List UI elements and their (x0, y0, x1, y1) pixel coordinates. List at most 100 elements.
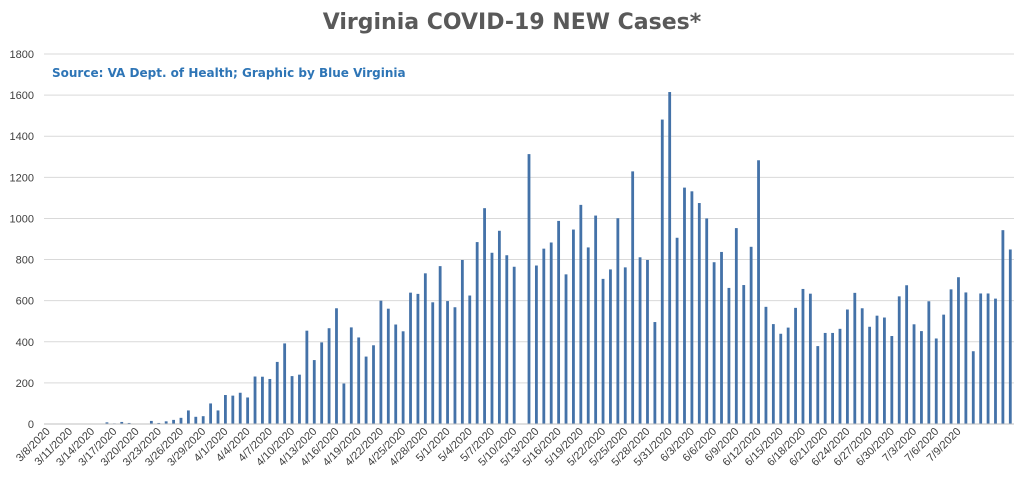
bar (224, 395, 227, 424)
bar (831, 332, 834, 424)
bar (298, 374, 301, 424)
bar (1001, 230, 1005, 424)
bar (727, 287, 731, 424)
bars (105, 92, 1012, 425)
bar (394, 324, 398, 424)
bar (416, 293, 420, 424)
bar (194, 416, 198, 424)
bar (942, 314, 946, 424)
bar (720, 251, 723, 424)
bar (364, 356, 368, 424)
bar (697, 203, 701, 424)
bar (186, 410, 190, 424)
bar (712, 262, 716, 424)
y-tick-label: 1000 (10, 213, 34, 225)
bar (157, 422, 161, 424)
bar (786, 327, 790, 424)
bar (853, 292, 857, 424)
bar (609, 269, 612, 424)
bar (446, 301, 449, 424)
bar (690, 191, 694, 424)
bar (253, 376, 257, 424)
bar (275, 361, 279, 424)
bar (979, 293, 983, 424)
bar (623, 267, 627, 424)
bar (883, 317, 886, 424)
bar (238, 392, 242, 424)
bar (986, 293, 990, 424)
bar (860, 308, 864, 424)
bar (283, 343, 287, 424)
bar (379, 300, 383, 424)
bar (1008, 249, 1012, 424)
bar (749, 246, 753, 424)
bar (335, 308, 338, 424)
bar (875, 315, 879, 424)
bar (683, 187, 686, 424)
bar (209, 403, 213, 424)
bar (542, 248, 546, 424)
bar (734, 228, 738, 424)
bar (201, 416, 205, 424)
bar (949, 289, 953, 424)
bar (816, 346, 820, 424)
bar (261, 376, 264, 424)
bar (601, 278, 605, 424)
bar (246, 397, 250, 424)
bar (868, 326, 872, 424)
bar (527, 154, 531, 424)
bar (631, 171, 635, 424)
y-tick-label: 800 (16, 255, 34, 267)
y-tick-label: 0 (28, 419, 34, 431)
bar (594, 215, 598, 424)
bar (216, 410, 220, 424)
bar (438, 266, 442, 424)
bar (179, 417, 183, 424)
bar (572, 229, 575, 424)
bar (512, 266, 516, 424)
bar (897, 296, 901, 424)
bar (120, 421, 124, 424)
bar (423, 273, 427, 424)
y-axis-ticks: 0 200 400 600 800 1000 1200 1400 1600 1800 (10, 49, 34, 431)
bar (660, 119, 664, 425)
y-tick-label: 1800 (10, 49, 34, 61)
bar (342, 383, 346, 424)
bar (771, 324, 775, 424)
bar (475, 242, 479, 424)
bar (801, 288, 805, 424)
bar (794, 307, 797, 424)
bar (149, 420, 153, 424)
bar (409, 292, 412, 424)
bar (483, 208, 486, 424)
bar (779, 333, 783, 424)
source-annotation: Source: VA Dept. of Health; Graphic by B… (52, 66, 406, 80)
y-tick-label: 200 (16, 378, 34, 390)
bar (497, 230, 501, 424)
bar (757, 160, 760, 424)
bar (705, 218, 709, 424)
bar (890, 336, 894, 424)
bar (912, 324, 916, 424)
bar (401, 331, 405, 424)
bar (653, 322, 657, 424)
bar (994, 298, 997, 424)
bar (127, 422, 131, 424)
bar (105, 422, 109, 424)
bar (764, 306, 768, 424)
y-tick-label: 1600 (10, 90, 34, 102)
bar (934, 338, 938, 424)
bar (372, 345, 375, 424)
bar (927, 301, 931, 424)
bar (586, 247, 590, 424)
y-tick-label: 400 (16, 337, 34, 349)
bar (386, 308, 390, 424)
bar (357, 337, 361, 424)
bar (490, 252, 494, 424)
bar (579, 204, 583, 424)
bar (838, 328, 842, 424)
bar (616, 218, 620, 424)
bar (549, 242, 553, 424)
bar (957, 277, 960, 424)
